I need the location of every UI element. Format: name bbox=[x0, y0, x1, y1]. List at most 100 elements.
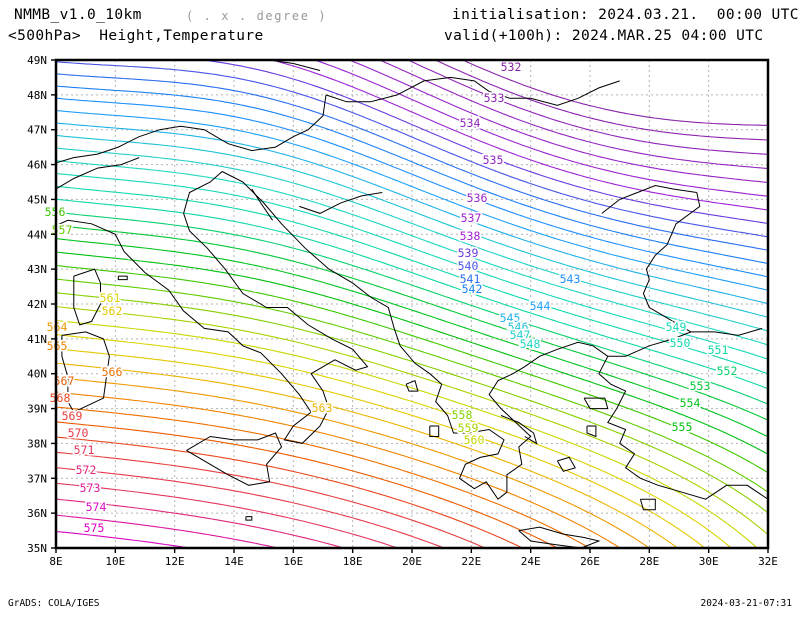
contour-line-558 bbox=[56, 292, 768, 514]
contour-label-halo: 559 bbox=[458, 421, 479, 435]
contour-label-halo: 533 bbox=[484, 91, 505, 105]
y-axis-tick-label: 47N bbox=[27, 124, 47, 137]
contour-label-halo: 571 bbox=[74, 443, 95, 457]
contour-line-534 bbox=[407, 60, 768, 155]
coastline-path bbox=[56, 94, 327, 164]
contour-label-574: 574 bbox=[86, 500, 107, 514]
contour-label-halo: 532 bbox=[501, 60, 522, 74]
contour-label-halo: 572 bbox=[76, 463, 97, 477]
contour-label-halo: 551 bbox=[708, 343, 729, 357]
x-axis-tick-label: 8E bbox=[49, 555, 62, 568]
contour-label-535: 535 bbox=[483, 153, 504, 167]
y-axis-tick-label: 36N bbox=[27, 507, 47, 520]
contour-label-halo: 548 bbox=[520, 337, 541, 351]
contour-line-560 bbox=[56, 319, 758, 548]
chart-header: NMMB_v1.0_10km ( . x . degree ) <500hPa>… bbox=[0, 0, 800, 52]
units-note: ( . x . degree ) bbox=[186, 9, 328, 23]
level-and-fields: <500hPa> Height,Temperature bbox=[8, 28, 264, 44]
contour-label-532: 532 bbox=[501, 60, 522, 74]
x-axis-tick-label: 32E bbox=[758, 555, 778, 568]
coastline-path bbox=[245, 516, 253, 521]
contour-label-559: 559 bbox=[458, 421, 479, 435]
coastline-path bbox=[518, 526, 601, 548]
coastline-path bbox=[405, 380, 419, 392]
coastline-path bbox=[56, 157, 140, 190]
contour-label-570: 570 bbox=[68, 426, 89, 440]
contour-label-halo: 534 bbox=[460, 116, 481, 130]
contour-label-halo: 542 bbox=[462, 282, 483, 296]
contour-label-halo: 547 bbox=[510, 328, 531, 342]
y-axis-tick-label: 40N bbox=[27, 368, 47, 381]
contour-line-574 bbox=[56, 530, 190, 548]
contour-line-565 bbox=[56, 391, 621, 548]
y-axis-tick-label: 49N bbox=[27, 54, 47, 67]
coastline-path bbox=[601, 184, 697, 214]
contour-line-535 bbox=[379, 60, 768, 170]
contour-label-555: 555 bbox=[672, 420, 693, 434]
contour-label-halo: 546 bbox=[508, 320, 529, 334]
contour-label-567: 567 bbox=[54, 374, 75, 388]
contour-line-540 bbox=[56, 61, 768, 238]
contour-label-551: 551 bbox=[708, 343, 729, 357]
contour-line-556 bbox=[56, 264, 768, 474]
map-gridlines bbox=[56, 60, 768, 548]
contour-line-551 bbox=[56, 198, 768, 390]
contour-label-halo: 566 bbox=[102, 365, 123, 379]
contour-label-571: 571 bbox=[74, 443, 95, 457]
contour-lines bbox=[56, 60, 768, 548]
contour-line-571 bbox=[56, 482, 398, 548]
contour-label-halo: 550 bbox=[670, 336, 691, 350]
contour-label-566: 566 bbox=[102, 365, 123, 379]
contour-line-569 bbox=[56, 451, 486, 548]
contour-label-halo: 570 bbox=[68, 426, 89, 440]
contour-label-halo: 573 bbox=[80, 481, 101, 495]
y-axis-tick-label: 48N bbox=[27, 89, 47, 102]
axis-ticks bbox=[51, 59, 769, 553]
contour-label-halo: 541 bbox=[460, 272, 481, 286]
contour-label-549: 549 bbox=[666, 320, 687, 334]
contour-label-540: 540 bbox=[458, 259, 479, 273]
contour-line-564 bbox=[56, 377, 650, 548]
contour-label-halo: 561 bbox=[100, 291, 121, 305]
contour-label-550: 550 bbox=[670, 336, 691, 350]
x-axis-tick-label: 28E bbox=[639, 555, 659, 568]
contour-label-halo: 575 bbox=[84, 521, 105, 535]
coastlines bbox=[56, 60, 768, 548]
contour-label-halo: 569 bbox=[62, 409, 83, 423]
x-axis-tick-label: 24E bbox=[521, 555, 541, 568]
contour-line-557 bbox=[56, 278, 768, 493]
contour-label-575: 575 bbox=[84, 521, 105, 535]
contour-line-539 bbox=[202, 60, 768, 225]
contour-line-563 bbox=[56, 362, 678, 548]
coastline-path bbox=[556, 456, 576, 472]
contour-line-555 bbox=[56, 251, 768, 455]
contour-line-553 bbox=[56, 224, 768, 421]
contour-line-570 bbox=[56, 467, 445, 548]
y-axis-tick-label: 43N bbox=[27, 263, 47, 276]
initialisation-time: initialisation: 2024.03.21. 00:00 UTC bbox=[452, 7, 799, 23]
contour-label-558: 558 bbox=[452, 408, 473, 422]
axis-tick-labels: 8E 10E 12E 14E 16E 18E 20E 22E 24E 26E 28E 30E 32E 35… bbox=[27, 54, 778, 568]
x-axis-tick-label: 22E bbox=[461, 555, 481, 568]
coastline-path bbox=[607, 327, 763, 357]
coastline-path bbox=[56, 171, 369, 444]
y-axis-tick-label: 39N bbox=[27, 403, 47, 416]
coastline-path bbox=[500, 415, 538, 445]
coastline-path bbox=[117, 275, 128, 281]
coastline-path bbox=[251, 188, 274, 221]
contour-label-halo: 552 bbox=[717, 364, 738, 378]
y-axis-tick-label: 38N bbox=[27, 437, 47, 450]
contour-label-halo: 563 bbox=[312, 401, 333, 415]
coastline-path bbox=[61, 331, 110, 413]
contour-label-538: 538 bbox=[460, 229, 481, 243]
x-axis-tick-label: 10E bbox=[105, 555, 125, 568]
contour-label-572: 572 bbox=[76, 463, 97, 477]
contour-line-573 bbox=[56, 514, 278, 548]
contour-line-547 bbox=[56, 147, 768, 332]
y-axis-tick-label: 42N bbox=[27, 298, 47, 311]
coastline-path bbox=[186, 432, 283, 486]
coastline-path bbox=[299, 192, 383, 214]
model-name: NMMB_v1.0_10km bbox=[14, 7, 142, 23]
coastline-path bbox=[642, 192, 701, 333]
